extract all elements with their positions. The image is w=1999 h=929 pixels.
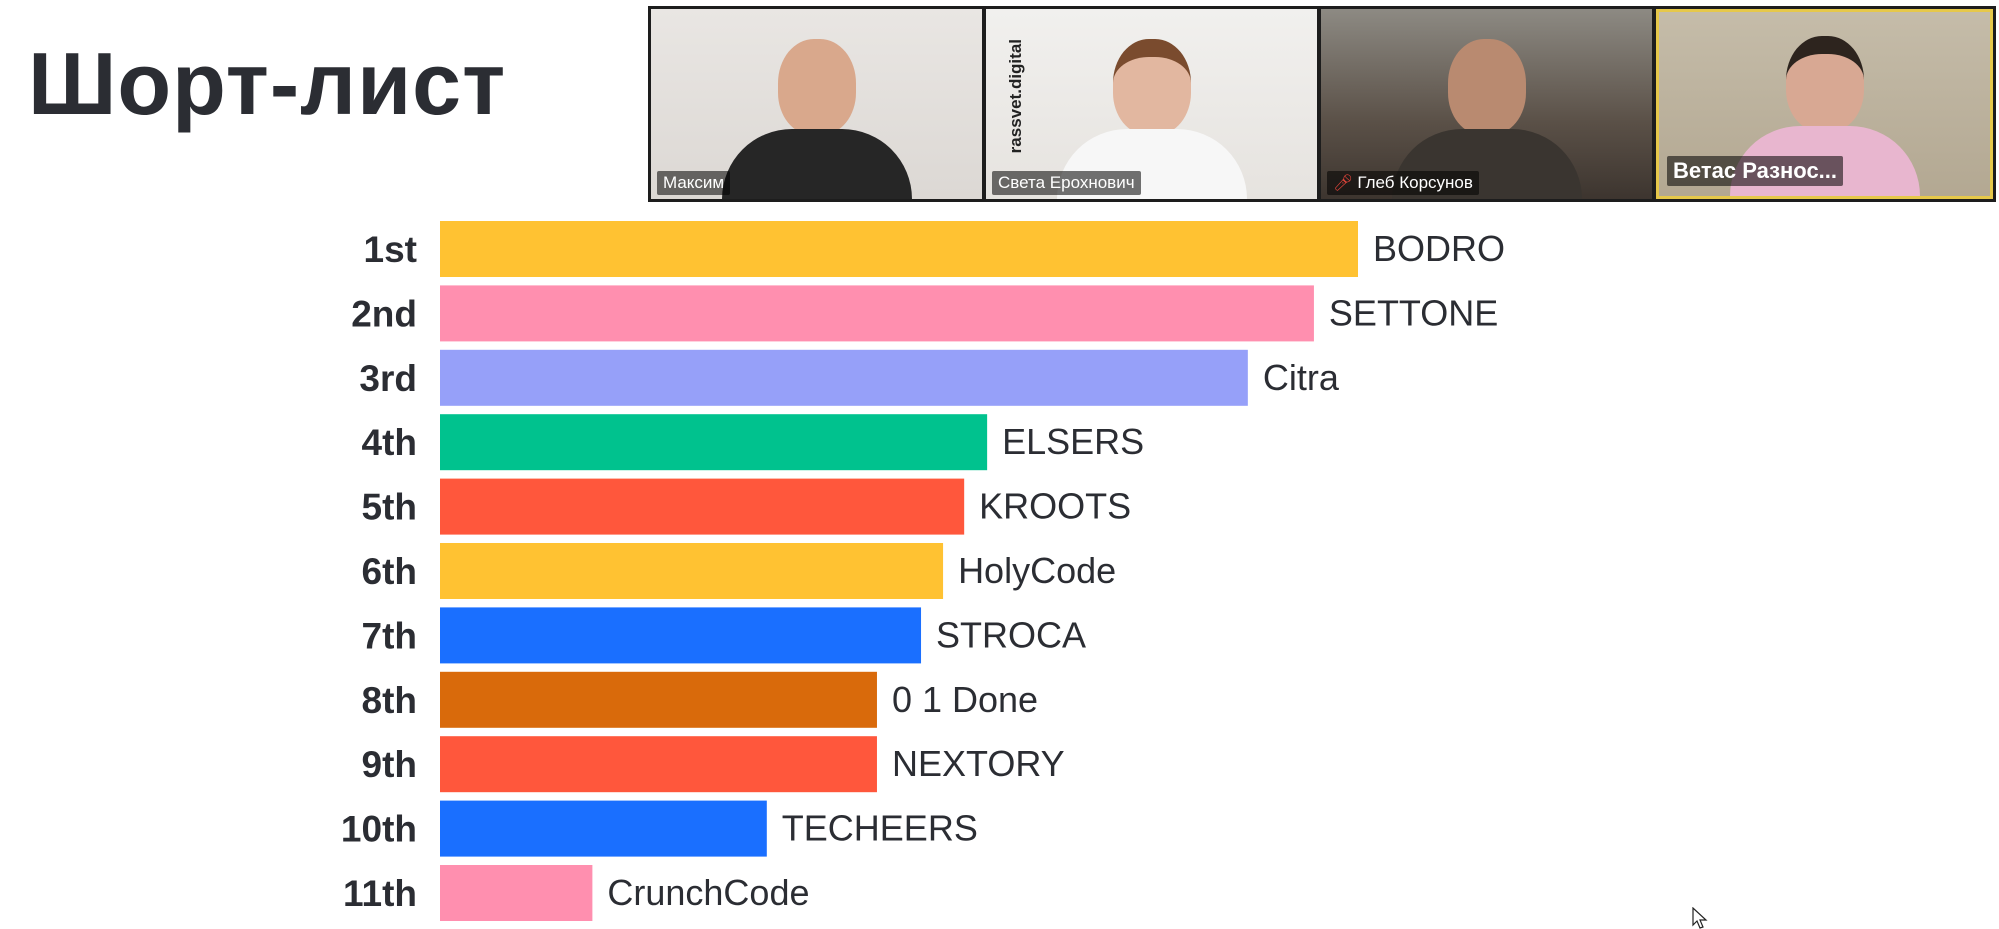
rank-label: 4th — [362, 422, 418, 463]
bar-company-label: CrunchCode — [607, 872, 809, 913]
participant-name-label: Света Ерохнович — [992, 171, 1141, 195]
bar — [440, 671, 877, 728]
video-tile[interactable]: Максим — [651, 9, 982, 199]
video-participants-strip: Максим rassvet.digital Света Ерохнович 🎤… — [648, 6, 1996, 202]
bar-company-label: SETTONE — [1329, 292, 1498, 333]
participant-name: Света Ерохнович — [998, 173, 1135, 192]
bar — [440, 285, 1314, 342]
participant-name-label: 🎤︎ Глеб Корсунов — [1327, 171, 1479, 195]
rank-label: 8th — [362, 680, 418, 721]
participant-name: Максим — [663, 173, 725, 192]
rank-label: 6th — [362, 551, 418, 592]
bar — [440, 478, 965, 535]
participant-video — [721, 39, 912, 199]
bar-company-label: BODRO — [1373, 228, 1505, 269]
bar — [440, 414, 988, 471]
bar-company-label: ELSERS — [1002, 421, 1144, 462]
participant-video — [1391, 39, 1582, 199]
video-tile-active-speaker[interactable]: Ветас Разнос... — [1656, 9, 1993, 199]
bar — [440, 543, 944, 599]
rank-label: 11th — [343, 873, 417, 914]
bar — [440, 800, 767, 857]
bar-company-label: 0 1 Done — [892, 679, 1038, 720]
bar-company-label: Citra — [1263, 357, 1340, 398]
bar-company-label: NEXTORY — [892, 743, 1065, 784]
rank-label: 3rd — [359, 358, 417, 399]
bar — [440, 349, 1248, 406]
participant-name-label: Ветас Разнос... — [1667, 156, 1844, 186]
bar — [440, 865, 593, 921]
video-tile[interactable]: rassvet.digital Света Ерохнович — [986, 9, 1317, 199]
slide-title: Шорт-лист — [28, 34, 507, 133]
mic-muted-icon: 🎤︎ — [1333, 175, 1354, 192]
rank-label: 10th — [341, 809, 417, 850]
rank-label: 9th — [362, 744, 418, 785]
bar — [440, 736, 877, 793]
rank-label: 2nd — [351, 293, 417, 334]
participant-video — [1056, 39, 1247, 199]
participant-name: Глеб Корсунов — [1357, 173, 1473, 192]
video-tile[interactable]: 🎤︎ Глеб Корсунов — [1321, 9, 1652, 199]
rank-label: 7th — [362, 615, 418, 656]
bar-company-label: HolyCode — [958, 550, 1116, 591]
bar-company-label: TECHEERS — [782, 808, 978, 849]
mouse-cursor-icon — [1692, 907, 1708, 929]
rank-label: 5th — [362, 487, 418, 528]
bar — [440, 221, 1358, 277]
bar — [440, 607, 922, 664]
bar-company-label: STROCA — [936, 614, 1086, 655]
participant-name-label: Максим — [657, 171, 731, 195]
participant-name: Ветас Разнос... — [1673, 158, 1838, 183]
bar-company-label: KROOTS — [979, 486, 1131, 527]
rank-label: 1st — [364, 229, 417, 270]
